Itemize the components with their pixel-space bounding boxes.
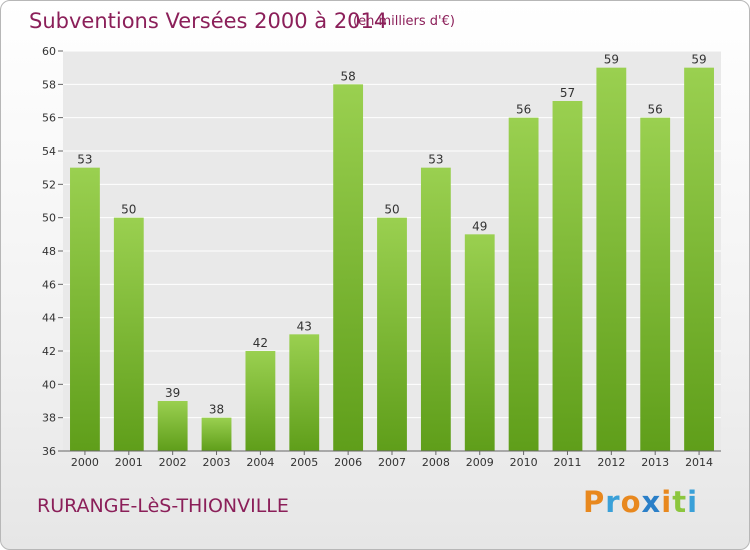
y-tick-label: 60 (42, 45, 56, 58)
bar-2007 (377, 217, 407, 451)
x-tick-label: 2013 (641, 456, 669, 469)
data-label-2008: 53 (428, 153, 443, 167)
bar-2012 (596, 67, 627, 452)
y-tick-label: 40 (42, 378, 56, 391)
data-label-2012: 59 (604, 53, 619, 67)
bar-2002 (157, 401, 188, 451)
bars (70, 67, 714, 452)
y-tick-label: 38 (42, 412, 56, 425)
bar-2006 (333, 84, 364, 451)
y-tick-label: 42 (42, 345, 56, 358)
data-label-2013: 56 (648, 103, 663, 117)
logo-letter: t (672, 485, 688, 519)
y-axis: 36 38 40 42 44 46 48 50 52 54 56 58 60 (42, 45, 63, 458)
bar-2003 (201, 417, 232, 451)
bar-2009 (464, 234, 495, 451)
bar-2008 (420, 167, 451, 451)
chart-subtitle: (en milliers d'€) (353, 14, 455, 29)
bar-2014 (684, 67, 714, 452)
logo-letter: i (661, 485, 673, 519)
bar-2001 (113, 217, 144, 451)
x-tick-label: 2014 (685, 456, 713, 469)
data-label-2001: 50 (121, 203, 136, 217)
bar-2010 (508, 117, 539, 452)
data-label-2006: 58 (340, 69, 355, 83)
data-label-2003: 38 (209, 403, 224, 417)
x-tick-label: 2005 (290, 456, 318, 469)
data-label-2004: 42 (253, 336, 268, 350)
y-tick-label: 44 (42, 312, 56, 325)
y-tick-label: 48 (42, 245, 56, 258)
proxiti-logo: Proxiti (583, 485, 698, 519)
y-tick-label: 50 (42, 212, 56, 225)
x-tick-label: 2000 (71, 456, 99, 469)
bar-2005 (289, 334, 320, 451)
bar-2004 (245, 351, 276, 451)
y-tick-label: 58 (42, 78, 56, 91)
x-tick-label: 2004 (246, 456, 274, 469)
data-label-2000: 53 (77, 153, 92, 167)
x-tick-label: 2001 (115, 456, 143, 469)
logo-letter: i (687, 485, 699, 519)
data-label-2007: 50 (384, 203, 399, 217)
x-axis: 2000 2001 2002 2003 2004 2005 2006 2007 2008 2009… (63, 450, 721, 469)
chart-title: Subventions Versées 2000 à 2014 (29, 9, 388, 33)
x-tick-label: 2002 (159, 456, 187, 469)
data-labels: 53 50 39 38 42 43 58 50 53 49 56 57 59 56 59 (77, 53, 706, 417)
place-name: RURANGE-LèS-THIONVILLE (37, 495, 289, 517)
logo-letter: P (583, 485, 606, 519)
data-label-2009: 49 (472, 219, 487, 233)
x-tick-label: 2007 (378, 456, 406, 469)
bar-2011 (552, 101, 583, 451)
x-tick-label: 2012 (597, 456, 625, 469)
x-tick-label: 2006 (334, 456, 362, 469)
y-tick-label: 54 (42, 145, 56, 158)
data-label-2002: 39 (165, 386, 180, 400)
bar-2013 (640, 117, 671, 452)
y-tick-label: 36 (42, 445, 56, 458)
logo-letter: o (620, 485, 642, 519)
x-tick-label: 2003 (203, 456, 231, 469)
bar-2000 (70, 167, 100, 451)
logo-letter: r (605, 485, 621, 519)
x-tick-label: 2008 (422, 456, 450, 469)
data-label-2014: 59 (691, 53, 706, 67)
logo-letter: x (641, 485, 662, 519)
y-tick-label: 46 (42, 278, 56, 291)
y-tick-label: 52 (42, 178, 56, 191)
y-tick-label: 56 (42, 112, 56, 125)
x-tick-label: 2009 (466, 456, 494, 469)
data-label-2010: 56 (516, 103, 531, 117)
data-label-2011: 57 (560, 86, 575, 100)
x-tick-label: 2010 (510, 456, 538, 469)
x-tick-label: 2011 (553, 456, 581, 469)
data-label-2005: 43 (297, 319, 312, 333)
